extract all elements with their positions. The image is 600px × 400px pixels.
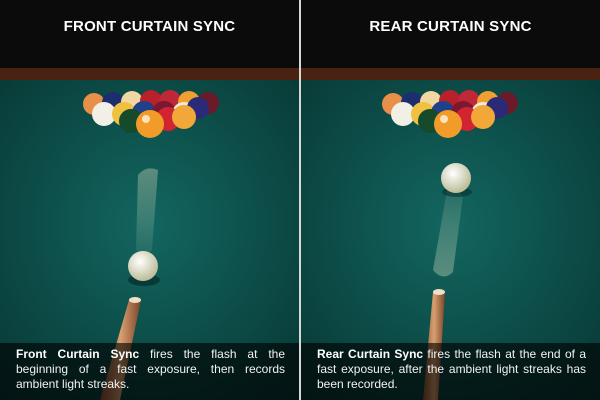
- front-curtain-panel: FRONT CURTAIN SYNC Front Curtain Sync fi…: [0, 0, 299, 400]
- cue-ball: [128, 251, 158, 281]
- caption-term: Front Curtain Sync: [16, 347, 140, 361]
- ball-rack: [382, 90, 518, 138]
- cue-ball: [441, 163, 471, 193]
- caption-term: Rear Curtain Sync: [317, 347, 424, 361]
- caption-text: fires the flash at the end of a fast exp…: [317, 347, 586, 391]
- table-rail: [0, 68, 299, 80]
- panel-caption: Rear Curtain Sync fires the flash at the…: [301, 343, 600, 400]
- panel-divider: [299, 0, 301, 400]
- table-rail: [301, 68, 600, 80]
- rear-curtain-panel: REAR CURTAIN SYNC Rear Curtain Sync fire…: [301, 0, 600, 400]
- light-streak: [433, 189, 463, 277]
- panel-title: FRONT CURTAIN SYNC: [63, 17, 236, 35]
- caption-text: fires the flash at the beginning of a fa…: [16, 347, 286, 391]
- panel-title: REAR CURTAIN SYNC: [369, 17, 532, 35]
- rear-curtain-photo: [301, 0, 600, 400]
- ball-rack: [83, 90, 219, 138]
- light-streak: [136, 168, 158, 254]
- panel-caption: Front Curtain Sync fires the flash at th…: [0, 343, 299, 400]
- front-curtain-photo: [0, 0, 299, 400]
